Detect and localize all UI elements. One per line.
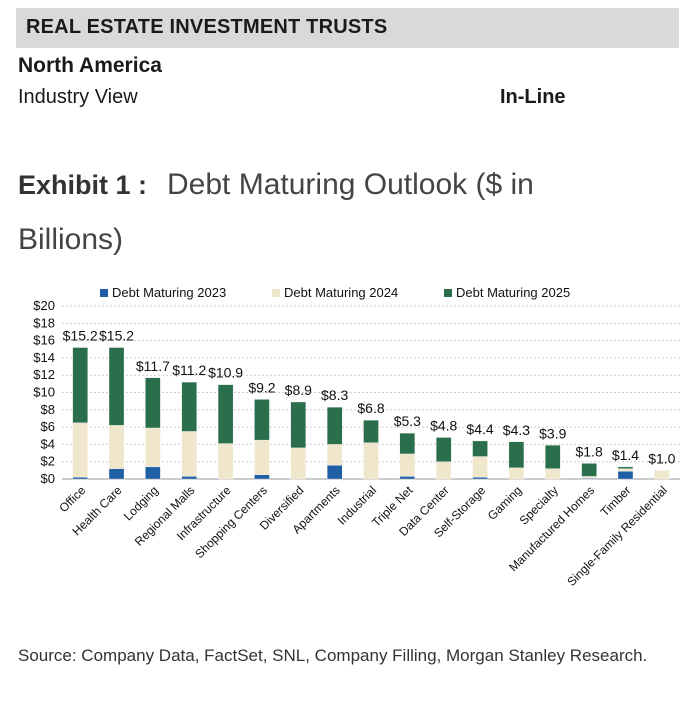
bar-segment (472, 477, 488, 480)
total-label: $3.9 (539, 425, 566, 441)
bar-segment (108, 468, 125, 480)
region-label: North America (18, 54, 162, 77)
y-tick-label: $8 (41, 402, 55, 417)
bar-segment (326, 444, 343, 466)
bar-segment (399, 453, 416, 477)
bar-segment (326, 407, 343, 445)
category-label: Office (56, 483, 88, 515)
legend-swatch (272, 289, 280, 297)
bar-segment (217, 384, 234, 444)
legend-label: Debt Maturing 2024 (284, 285, 398, 300)
bar-segment (508, 441, 525, 468)
bar-segment (290, 401, 306, 449)
total-label: $10.9 (208, 365, 243, 381)
bar-segment (181, 431, 197, 477)
legend-label: Debt Maturing 2025 (456, 285, 570, 300)
total-label: $4.3 (503, 422, 530, 438)
total-label: $9.2 (248, 379, 275, 395)
total-label: $4.8 (430, 417, 457, 433)
bar-segment (217, 443, 234, 480)
total-label: $6.8 (357, 400, 384, 416)
total-label: $15.2 (63, 328, 98, 344)
bar-segment (545, 468, 561, 480)
bar-segment (72, 477, 88, 480)
bar-segment (181, 381, 197, 432)
exhibit-heading: Exhibit 1 : Debt Maturing Outlook ($ in B… (18, 160, 618, 270)
bar-segment (436, 461, 452, 480)
bar-segment (399, 476, 416, 480)
bar-segment (363, 442, 379, 480)
total-label: $11.2 (172, 362, 206, 378)
bar-segment (654, 470, 670, 480)
rating-label: In-Line (500, 86, 566, 108)
bar-segment (508, 467, 525, 480)
bar-segment (472, 456, 488, 478)
source-note: Source: Company Data, FactSet, SNL, Comp… (18, 646, 648, 665)
bar-segment (181, 476, 197, 480)
total-label: $8.3 (321, 387, 348, 403)
y-tick-label: $18 (33, 315, 55, 330)
bar-segment (399, 433, 416, 455)
legend-swatch (444, 289, 452, 297)
bar-segment (617, 471, 634, 480)
debt-maturity-chart: $0 $2 $4 $6 $8 $10 $12 $14 $16 $18 $20 Debt Maturin… (33, 285, 680, 589)
bar-segment (108, 425, 125, 469)
bar-segment (617, 468, 634, 472)
y-tick-label: $2 (41, 454, 55, 469)
y-tick-label: $12 (33, 367, 55, 382)
y-tick-label: $10 (33, 385, 55, 400)
bar-segment (326, 465, 343, 480)
total-label: $1.0 (648, 450, 675, 466)
bar-segment (363, 420, 379, 443)
bar-segment (617, 466, 634, 469)
total-label: $5.3 (394, 413, 421, 429)
total-label: $1.8 (575, 443, 602, 459)
bar-segment (254, 439, 270, 475)
y-tick-label: $14 (33, 350, 55, 365)
industry-view-label: Industry View (18, 86, 138, 108)
bar-segment (108, 347, 125, 426)
banner-title: REAL ESTATE INVESTMENT TRUSTS (26, 16, 388, 38)
y-tick-label: $20 (33, 298, 55, 313)
exhibit-number: Exhibit 1 : (18, 170, 148, 200)
total-label: $15.2 (99, 328, 134, 344)
y-tick-label: $16 (33, 333, 55, 348)
y-tick-label: $0 (41, 471, 55, 486)
bar-segment (436, 437, 452, 462)
y-tick-label: $4 (41, 436, 55, 451)
legend-label: Debt Maturing 2023 (112, 285, 226, 300)
bar-segment (581, 463, 597, 477)
bar-segment (290, 447, 306, 480)
total-label: $1.4 (612, 447, 639, 463)
bar-segment (581, 476, 597, 479)
bar-segment (145, 377, 161, 429)
total-label: $11.7 (136, 358, 170, 374)
bar-segment (145, 466, 161, 480)
bar-segment (545, 445, 561, 469)
legend-swatch (100, 289, 108, 297)
bar-segment (145, 427, 161, 468)
bar-segment (72, 347, 88, 423)
y-tick-label: $6 (41, 419, 55, 434)
bar-segment (72, 422, 88, 478)
report-banner: REAL ESTATE INVESTMENT TRUSTS (16, 8, 679, 48)
bar-segment (254, 474, 270, 480)
total-label: $4.4 (466, 421, 493, 437)
bar-segment (254, 399, 270, 441)
total-label: $8.9 (285, 382, 312, 398)
exhibit-title: Debt Maturing Outlook ($ in Billions) (18, 168, 534, 256)
bar-segment (472, 440, 488, 457)
